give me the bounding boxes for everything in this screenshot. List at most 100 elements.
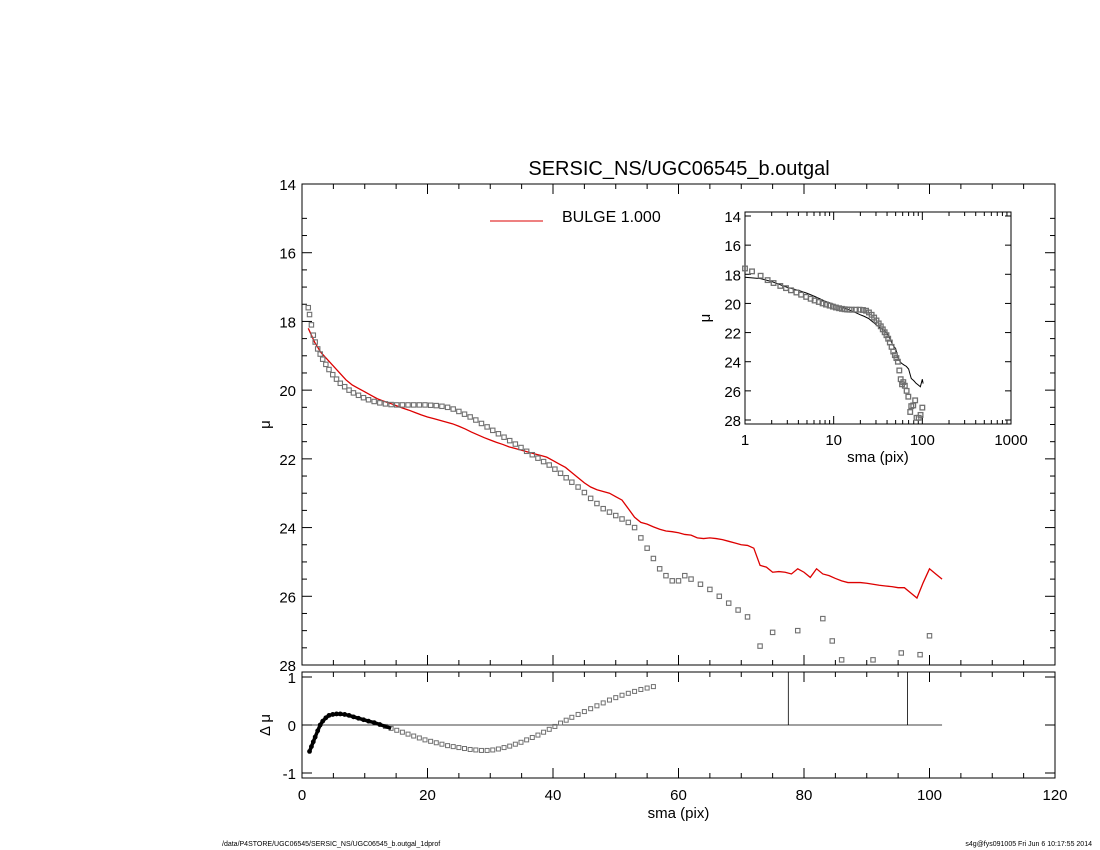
- residual-point: [638, 686, 644, 692]
- inset-data-point: [893, 355, 900, 362]
- data-point: [478, 420, 485, 427]
- bulge-model-line: [307, 328, 943, 600]
- inset-y-tick-label: 28: [724, 413, 741, 430]
- main-y-tick-label: 20: [279, 383, 296, 400]
- residual-point: [552, 723, 558, 729]
- residual-point: [594, 703, 600, 709]
- data-point: [444, 404, 451, 411]
- inset-data-point: [907, 409, 914, 415]
- inset-data-point: [826, 302, 833, 309]
- inset-data-point: [894, 358, 901, 365]
- data-point: [416, 402, 423, 408]
- data-point: [305, 304, 312, 311]
- data-point: [631, 524, 638, 531]
- data-point: [405, 402, 411, 408]
- residual-y-tick-label: 1: [288, 670, 296, 687]
- data-point: [638, 535, 644, 541]
- inset-data-point: [856, 306, 863, 313]
- data-point: [829, 638, 835, 644]
- inset-x-axis-label: sma (pix): [847, 449, 909, 466]
- residual-y-axis-label: Δ μ: [257, 714, 274, 736]
- data-point: [306, 311, 313, 318]
- residual-point: [606, 697, 612, 703]
- data-point: [312, 339, 318, 345]
- data-point: [563, 475, 569, 481]
- inset-y-tick-label: 24: [724, 355, 741, 372]
- residual-point: [650, 684, 656, 690]
- residual-point: [478, 747, 484, 753]
- data-point: [540, 458, 547, 465]
- data-point: [484, 424, 490, 430]
- inset-y-tick-label: 26: [724, 384, 741, 401]
- residual-point: [422, 737, 428, 743]
- data-point: [317, 351, 323, 357]
- data-point: [319, 356, 326, 362]
- residual-point: [575, 711, 581, 717]
- inset-data-point: [896, 367, 903, 374]
- inset-data-point: [770, 280, 777, 286]
- residual-point: [569, 714, 575, 720]
- data-point: [744, 614, 751, 620]
- inset-data-point: [885, 335, 892, 342]
- data-point: [606, 509, 613, 515]
- main-y-tick-label: 18: [279, 314, 296, 331]
- data-point: [388, 401, 394, 408]
- main-y-tick-label: 26: [279, 589, 296, 606]
- data-point: [688, 576, 694, 582]
- data-point: [422, 402, 428, 408]
- data-point: [439, 403, 445, 410]
- data-point: [337, 380, 344, 387]
- data-point: [461, 411, 468, 417]
- residual-point: [581, 709, 587, 715]
- inset-data-point: [749, 268, 755, 275]
- inset-data-point: [764, 277, 771, 284]
- data-point: [450, 406, 456, 412]
- data-point: [552, 466, 558, 472]
- x-axis-label: sma (pix): [648, 805, 710, 822]
- residual-point: [495, 746, 501, 752]
- inset-data-point: [919, 404, 926, 411]
- residual-point: [456, 745, 462, 751]
- data-point: [575, 484, 581, 490]
- residual-point: [541, 729, 547, 735]
- data-point: [350, 390, 357, 396]
- data-point: [427, 402, 434, 409]
- data-point: [707, 586, 713, 593]
- data-point: [926, 633, 933, 639]
- inset-data-point: [900, 379, 907, 386]
- data-point: [546, 462, 552, 468]
- data-point: [323, 361, 329, 368]
- main-y-tick-label: 16: [279, 246, 296, 263]
- data-point: [377, 400, 383, 406]
- main-profile-panel: 14 16 18 20 22 24 26 28 μ BULGE 1.000: [257, 177, 1056, 675]
- data-point: [569, 479, 575, 485]
- residual-point: [473, 747, 479, 753]
- inset-data-point: [912, 397, 919, 404]
- residual-point: [501, 745, 507, 751]
- data-point: [619, 516, 625, 522]
- data-point: [501, 434, 507, 440]
- data-point: [557, 470, 564, 477]
- main-y-tick-label: 14: [279, 177, 296, 194]
- residual-point: [632, 688, 638, 694]
- residual-point: [558, 720, 564, 726]
- residual-point: [450, 744, 456, 750]
- residual-point: [625, 690, 631, 696]
- residual-point: [433, 740, 439, 746]
- data-point: [650, 555, 657, 562]
- residual-y-tick-label: -1: [283, 766, 296, 783]
- inset-data-point: [823, 301, 829, 308]
- inset-data-point: [852, 306, 859, 313]
- data-point: [523, 448, 530, 455]
- residual-point: [462, 746, 468, 752]
- residual-point: [484, 747, 490, 753]
- residual-point: [546, 726, 552, 732]
- inset-data-point: [903, 387, 910, 394]
- x-tick-label: 0: [298, 787, 306, 804]
- residual-point: [490, 747, 496, 753]
- inset-data-point: [905, 393, 912, 400]
- inset-log-panel: 14 16 18 20 22 24 26 281 10 100 1000 sma (pix) μ: [697, 209, 1028, 466]
- inset-data-point: [917, 411, 924, 418]
- data-point: [506, 437, 513, 444]
